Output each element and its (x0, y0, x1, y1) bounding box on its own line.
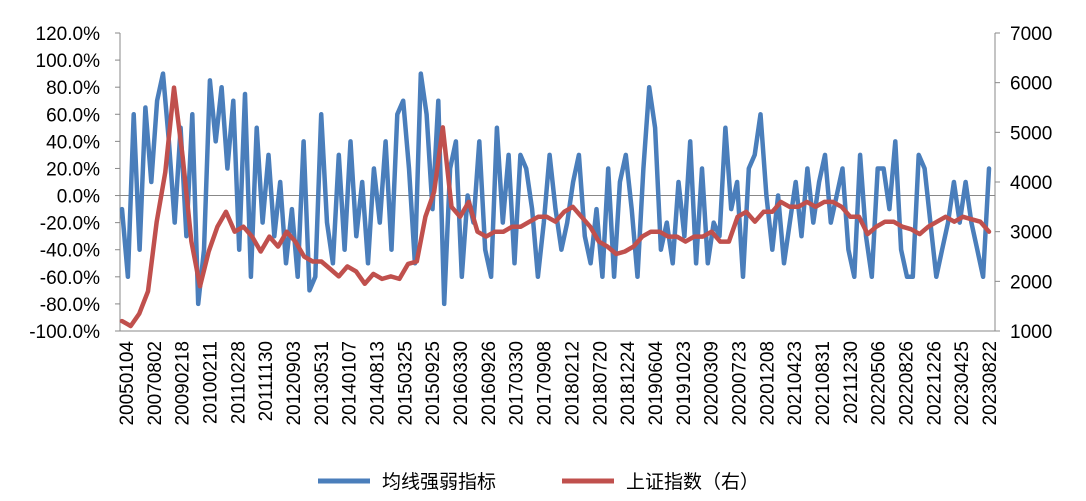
left-axis: -100.0% -80.0% -60.0% -40.0% -20.0% 0.0% 20.0%… (29, 24, 120, 343)
left-tick-label: -80.0% (40, 295, 100, 316)
x-tick-label: 20230425 (952, 341, 973, 426)
legend: 均线强弱指标 上证指数（右） (318, 471, 759, 493)
x-tick-label: 20150325 (395, 341, 416, 426)
x-tick-label: 20190604 (646, 341, 667, 426)
x-tick-label: 20211230 (841, 341, 862, 424)
right-axis: 1000 2000 3000 4000 5000 6000 7000 (995, 24, 1052, 343)
series-layer (119, 71, 992, 329)
x-tick-label: 20160330 (451, 341, 472, 426)
x-tick-label: 20150925 (423, 341, 444, 426)
x-tick-label: 20220826 (896, 341, 917, 426)
x-tick-label: 20180212 (562, 341, 583, 426)
x-tick-label: 20070802 (145, 341, 166, 426)
x-tick-label: 20050104 (117, 341, 138, 426)
legend-label: 上证指数（右） (626, 471, 759, 493)
x-tick-label: 20200723 (729, 341, 750, 426)
x-tick-label: 20120903 (284, 341, 305, 426)
x-axis: 20050104 20070802 20090218 20100211 20110228… (117, 341, 1001, 426)
right-tick-label: 3000 (1010, 223, 1052, 244)
left-tick-label: 120.0% (36, 24, 101, 45)
x-tick-label: 20221226 (924, 341, 945, 426)
x-tick-label: 20170908 (535, 341, 556, 426)
x-tick-label: 20200309 (702, 341, 723, 426)
left-tick-label: 80.0% (46, 78, 100, 99)
x-tick-label: 20140813 (368, 341, 389, 426)
right-tick-label: 7000 (1010, 24, 1052, 45)
left-tick-label: -60.0% (40, 268, 100, 289)
x-tick-label: 20230822 (980, 341, 1001, 426)
x-tick-label: 20140107 (340, 341, 361, 426)
x-tick-label: 20111130 (256, 341, 277, 421)
left-tick-label: 60.0% (46, 105, 100, 126)
x-tick-label: 20220506 (869, 341, 890, 426)
legend-label: 均线强弱指标 (382, 471, 496, 493)
x-tick-label: 20170330 (507, 341, 528, 426)
right-tick-label: 2000 (1010, 272, 1052, 293)
left-tick-label: 40.0% (46, 132, 100, 153)
left-tick-label: 100.0% (36, 51, 101, 72)
x-tick-label: 20160926 (479, 341, 500, 426)
x-tick-label: 20181224 (618, 341, 639, 426)
series-line-ma-strength (119, 71, 992, 307)
x-tick-label: 20191023 (674, 341, 695, 426)
series-line-shanghai-index (119, 85, 992, 329)
x-tick-label: 20210423 (785, 341, 806, 426)
x-tick-label: 20110228 (228, 341, 249, 424)
x-tick-label: 20090218 (173, 341, 194, 426)
right-tick-label: 1000 (1010, 322, 1052, 343)
left-tick-label: -100.0% (29, 322, 100, 343)
x-tick-label: 20130531 (312, 341, 333, 426)
x-tick-label: 20201208 (757, 341, 778, 426)
left-tick-label: -20.0% (40, 214, 100, 235)
left-tick-label: 0.0% (57, 187, 100, 208)
left-tick-label: 20.0% (46, 159, 100, 180)
right-tick-label: 6000 (1010, 74, 1052, 95)
left-tick-label: -40.0% (40, 241, 100, 262)
x-tick-label: 20210831 (813, 341, 834, 426)
x-tick-label: 20180720 (590, 341, 611, 426)
x-tick-label: 20100211 (201, 341, 222, 424)
right-tick-label: 4000 (1010, 173, 1052, 194)
right-tick-label: 5000 (1010, 123, 1052, 144)
